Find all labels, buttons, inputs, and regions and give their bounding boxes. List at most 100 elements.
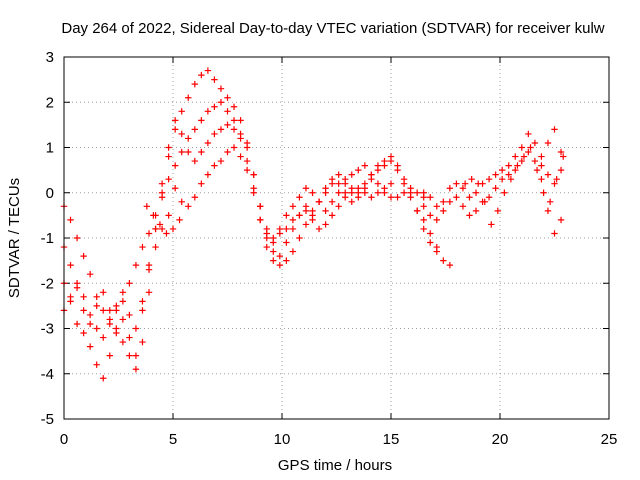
data-point: [185, 135, 192, 142]
data-point: [400, 189, 408, 196]
y-tick-label: 0: [46, 185, 54, 202]
data-point: [407, 194, 414, 201]
data-point: [198, 180, 205, 187]
data-point: [544, 139, 552, 147]
data-point: [355, 194, 362, 201]
x-tick-label: 10: [274, 431, 291, 448]
data-points: [60, 67, 567, 382]
data-point: [150, 212, 157, 219]
data-point: [211, 130, 218, 138]
data-point: [289, 225, 297, 233]
data-point: [289, 216, 297, 224]
data-point: [73, 280, 81, 287]
data-point: [243, 144, 251, 151]
x-tick-label: 15: [383, 431, 400, 448]
data-point: [355, 185, 362, 192]
y-tick-label: -1: [41, 230, 54, 247]
data-point: [498, 166, 506, 174]
data-point: [498, 175, 506, 183]
data-point: [466, 194, 473, 201]
data-point: [106, 352, 113, 359]
series-track-7: [420, 148, 565, 237]
data-point: [165, 144, 172, 151]
data-point: [413, 207, 421, 215]
data-point: [466, 212, 473, 219]
data-point: [198, 117, 205, 124]
data-point: [224, 121, 231, 129]
data-point: [217, 126, 225, 133]
data-point: [427, 230, 434, 237]
data-point: [501, 189, 508, 196]
data-point: [322, 185, 329, 192]
data-point: [143, 203, 151, 210]
y-tick-label: -5: [41, 411, 54, 428]
y-tick-label: -3: [41, 321, 54, 338]
series-track-8: [461, 144, 567, 228]
data-point: [440, 257, 447, 264]
series-track-4: [60, 144, 395, 341]
data-point: [93, 325, 100, 332]
data-point: [296, 194, 303, 201]
data-point: [475, 180, 482, 187]
data-point: [263, 225, 270, 233]
data-point: [230, 103, 238, 110]
data-point: [461, 180, 469, 187]
data-point: [152, 243, 159, 251]
data-point: [492, 185, 499, 192]
data-point: [342, 180, 349, 187]
data-point: [119, 289, 127, 296]
data-point: [551, 230, 558, 237]
data-point: [257, 203, 264, 210]
y-tick-label: 1: [46, 140, 54, 157]
data-point: [381, 162, 388, 169]
data-point: [145, 289, 153, 296]
data-point: [86, 271, 94, 278]
data-point: [374, 166, 382, 174]
data-point: [453, 194, 460, 201]
data-point: [132, 366, 140, 373]
data-point: [348, 189, 355, 196]
data-point: [283, 225, 290, 233]
data-point: [540, 189, 547, 196]
data-point: [119, 298, 127, 305]
data-point: [113, 325, 120, 332]
data-point: [518, 144, 525, 151]
data-point: [551, 180, 558, 187]
x-tick-label: 25: [601, 431, 618, 448]
data-point: [420, 225, 427, 233]
data-point: [514, 162, 521, 169]
data-point: [427, 194, 434, 201]
data-point: [446, 261, 454, 269]
data-point: [289, 203, 297, 210]
data-point: [342, 194, 349, 201]
data-point: [485, 194, 493, 201]
data-point: [381, 185, 388, 192]
data-point: [100, 307, 107, 314]
data-point: [165, 175, 172, 183]
data-point: [237, 130, 244, 138]
data-point: [178, 130, 185, 138]
data-point: [139, 338, 146, 346]
data-point: [171, 126, 179, 133]
data-point: [80, 307, 87, 314]
data-point: [230, 117, 238, 124]
data-point: [263, 243, 270, 251]
data-point: [171, 162, 179, 169]
data-point: [468, 175, 475, 183]
data-point: [531, 157, 539, 165]
data-point: [335, 189, 342, 196]
data-point: [178, 198, 185, 205]
data-point: [211, 76, 218, 83]
data-point: [67, 293, 74, 301]
data-point: [80, 329, 87, 337]
data-point: [557, 166, 565, 174]
data-point: [132, 261, 140, 269]
chart-title: Day 264 of 2022, Sidereal Day-to-day VTE…: [61, 20, 604, 37]
data-point: [525, 148, 532, 156]
data-point: [93, 361, 100, 368]
series-track-2: [60, 67, 440, 382]
data-point: [557, 148, 565, 156]
data-point: [283, 212, 290, 219]
data-point: [374, 189, 382, 196]
